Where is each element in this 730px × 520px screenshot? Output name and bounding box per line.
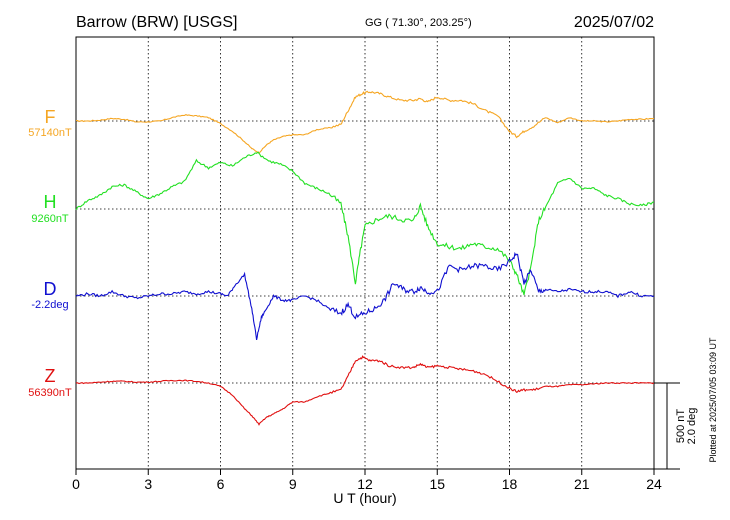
series-baseline-D: -2.2deg — [31, 299, 68, 311]
x-tick-label: 15 — [429, 476, 445, 492]
series-name-Z: Z — [45, 366, 56, 386]
series-line-Z — [75, 355, 655, 426]
scale-nt-label: 500 nT — [675, 409, 687, 444]
x-axis: 0 3 6 9 12 15 18 21 24 — [72, 469, 662, 492]
series-baseline-F: 57140nT — [28, 127, 72, 139]
scale-bar — [654, 382, 680, 470]
plotted-at-label: Plotted at 2025/07/05 03:09 UT — [708, 337, 718, 463]
series-name-H: H — [44, 192, 57, 212]
series-baseline-Z: 56390nT — [28, 387, 72, 399]
x-tick-label: 12 — [357, 476, 373, 492]
station-title: Barrow (BRW) [USGS] — [76, 14, 238, 31]
series-name-F: F — [45, 107, 56, 127]
x-tick-label: 24 — [646, 476, 662, 492]
series-name-D: D — [44, 279, 57, 299]
series-baseline-H: 9260nT — [31, 213, 69, 225]
series-line-H — [75, 151, 655, 296]
date-label: 2025/07/02 — [574, 14, 654, 31]
x-tick-label: 0 — [72, 476, 80, 492]
x-tick-label: 18 — [502, 476, 518, 492]
series-line-F — [76, 90, 655, 155]
baselines — [76, 120, 654, 384]
x-tick-label: 9 — [289, 476, 297, 492]
x-tick-label: 21 — [574, 476, 590, 492]
x-axis-title: U T (hour) — [333, 490, 396, 506]
x-tick-label: 6 — [217, 476, 225, 492]
scale-deg-label: 2.0 deg — [686, 408, 698, 445]
series-lines — [75, 90, 655, 426]
coordinates-label: GG ( 71.30°, 203.25°) — [365, 17, 472, 29]
grid — [147, 37, 583, 469]
series-line-D — [75, 251, 655, 341]
x-tick-label: 3 — [144, 476, 152, 492]
